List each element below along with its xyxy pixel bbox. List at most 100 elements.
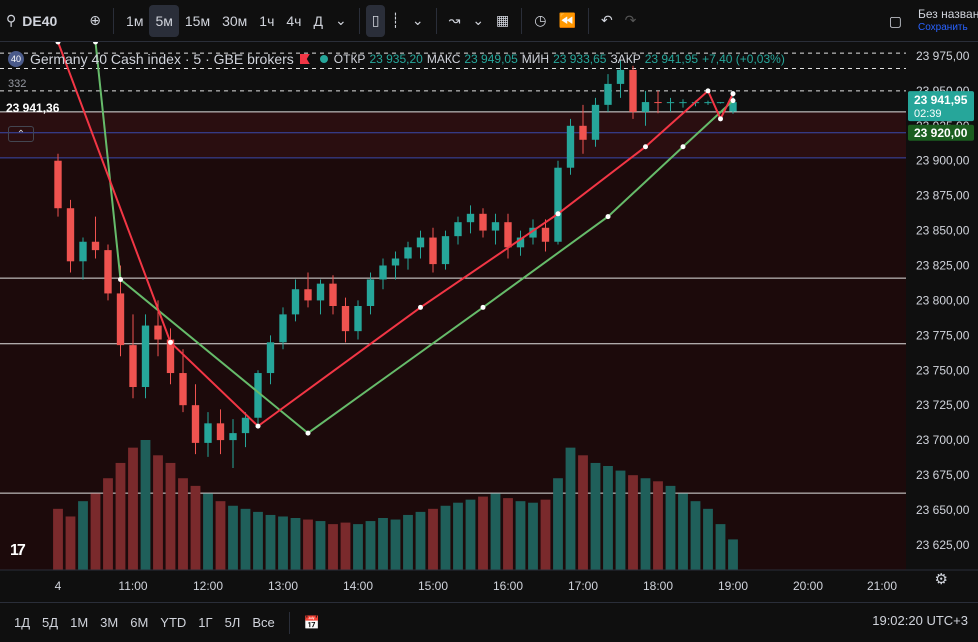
layout-checkbox[interactable]: ▢ [883, 5, 908, 37]
indicators-dropdown[interactable]: ⌄ [466, 5, 490, 37]
zigzag-pivot [718, 116, 723, 122]
templates-button[interactable]: ▦ [490, 5, 515, 37]
candle[interactable] [541, 227, 550, 242]
range-button[interactable]: Все [252, 615, 275, 630]
candle[interactable] [291, 289, 300, 315]
candle[interactable] [179, 373, 187, 406]
chart-type-button[interactable]: ▯ [365, 4, 386, 37]
interval-dropdown-button[interactable]: ⌄ [329, 5, 353, 37]
candle[interactable] [729, 102, 737, 112]
alert-button[interactable]: ◷ [528, 5, 552, 37]
indicators-button[interactable]: ↝ [443, 5, 467, 37]
chart-type-dropdown[interactable]: ⌄ [406, 5, 430, 37]
candle[interactable] [441, 236, 450, 265]
candle[interactable] [504, 222, 512, 248]
candle[interactable] [229, 433, 237, 441]
flag-icon[interactable] [299, 54, 310, 64]
candle[interactable] [204, 423, 212, 443]
symbol-search[interactable]: ⚲ DE40 [0, 5, 63, 37]
candle[interactable] [704, 102, 712, 104]
interval-button[interactable]: 4ч [286, 12, 302, 29]
candle[interactable] [266, 342, 275, 374]
interval-button[interactable]: 30м [222, 12, 248, 29]
range-button[interactable]: YTD [160, 615, 187, 630]
candle[interactable] [91, 241, 100, 251]
candle[interactable] [104, 250, 112, 294]
candle[interactable] [554, 167, 562, 242]
candle[interactable] [391, 258, 400, 266]
candle[interactable] [191, 405, 200, 443]
candle[interactable] [591, 104, 600, 140]
candle[interactable] [579, 125, 587, 140]
candle[interactable] [54, 160, 62, 209]
candle[interactable] [454, 222, 462, 237]
candle[interactable] [641, 102, 650, 112]
candle[interactable] [316, 283, 325, 301]
candle[interactable] [679, 102, 687, 104]
candle[interactable] [254, 373, 262, 418]
candle[interactable] [616, 69, 625, 84]
candle[interactable] [629, 69, 637, 112]
interval-button[interactable]: 5м [149, 4, 179, 37]
candle[interactable] [716, 102, 725, 104]
candle[interactable] [279, 314, 287, 343]
interval-button[interactable]: 1ч [259, 12, 275, 29]
candle[interactable] [154, 325, 162, 340]
divider [435, 7, 437, 34]
layout-save-link[interactable]: Сохранить [918, 22, 968, 33]
candle[interactable] [166, 339, 175, 374]
candle[interactable] [566, 125, 575, 168]
interval-button[interactable]: 15м [184, 12, 211, 29]
clock[interactable]: 19:02:20 UTC+3 [872, 613, 968, 628]
range-button[interactable]: 5Л [224, 615, 241, 630]
candle[interactable] [491, 222, 500, 231]
candle[interactable] [416, 237, 425, 248]
candle[interactable] [666, 102, 675, 104]
candle[interactable] [604, 83, 612, 105]
candle[interactable] [341, 306, 350, 332]
candle[interactable] [66, 208, 75, 262]
range-button[interactable]: 1Д [14, 615, 31, 630]
interval-button[interactable]: 1м [126, 12, 144, 29]
candle[interactable] [429, 237, 437, 265]
candle[interactable] [216, 423, 225, 441]
candle[interactable] [379, 265, 387, 280]
redo-button[interactable]: ↷ [619, 5, 643, 37]
legend-title[interactable]: Germany 40 Cash index · 5 · GBE brokers [30, 51, 294, 67]
candle[interactable] [141, 325, 150, 388]
range-zone [0, 111, 906, 158]
close-label: ЗАКР [610, 52, 641, 66]
zigzag-pivot [93, 39, 98, 45]
interval-button[interactable]: Д [313, 12, 323, 29]
candle[interactable] [479, 213, 487, 231]
candle[interactable] [79, 241, 87, 262]
candle[interactable] [354, 306, 362, 332]
candle[interactable] [404, 247, 412, 259]
candle[interactable] [304, 289, 312, 301]
replay-button[interactable]: ⏪ [553, 5, 582, 37]
range-button[interactable]: 1М [70, 615, 89, 630]
candle[interactable] [516, 237, 525, 248]
range-button[interactable]: 3М [100, 615, 119, 630]
candle[interactable] [466, 213, 475, 223]
range-button[interactable]: 6М [130, 615, 149, 630]
gear-icon[interactable]: ⚙ [934, 571, 948, 588]
candle[interactable] [116, 293, 125, 346]
bar-type-button[interactable]: ┊ [385, 5, 405, 37]
range-button[interactable]: 1Г [198, 615, 213, 630]
date-range-button[interactable]: 📅 [298, 615, 326, 631]
collapse-legend-button[interactable]: ⌃ [8, 126, 34, 142]
candle[interactable] [529, 227, 537, 238]
candle[interactable] [329, 283, 337, 306]
layout-name[interactable]: Без назван Сохранить [908, 7, 978, 35]
range-button[interactable]: 5Д [42, 615, 59, 630]
candle[interactable] [129, 345, 137, 388]
candle[interactable] [366, 279, 375, 306]
volume-bar [265, 514, 276, 570]
candle[interactable] [241, 417, 250, 434]
undo-button[interactable]: ↶ [595, 5, 619, 37]
candle[interactable] [654, 102, 662, 104]
compare-button[interactable]: ⊕ [83, 5, 107, 37]
